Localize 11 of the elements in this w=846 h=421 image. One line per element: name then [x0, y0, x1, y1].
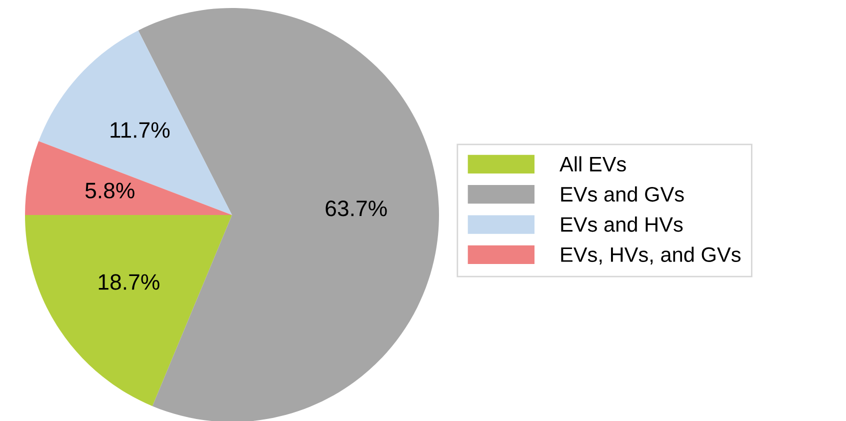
legend-label: EVs and HVs: [561, 216, 683, 232]
pie-slice: [38, 30, 232, 215]
legend-label: EVs and GVs: [561, 186, 684, 202]
data-label: 5.8%: [85, 182, 134, 198]
data-label: 63.7%: [326, 200, 387, 216]
data-label: 18.7%: [98, 274, 160, 290]
data-label: 11.7%: [110, 122, 170, 138]
pie-slice: [25, 215, 232, 406]
legend-label: EVs, HVs, and GVs: [561, 246, 741, 264]
legend-label: All EVs: [560, 156, 626, 172]
pie-slice: [25, 141, 232, 215]
